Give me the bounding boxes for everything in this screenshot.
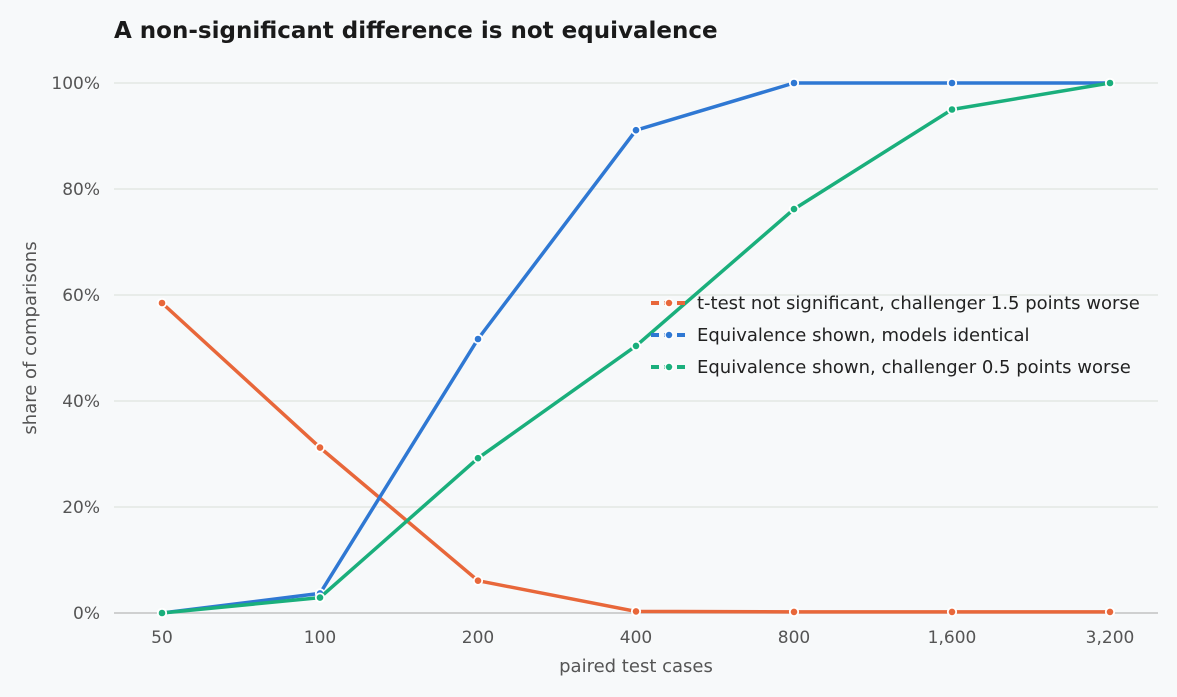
x-tick-label: 50 bbox=[151, 628, 173, 648]
data-point bbox=[156, 297, 168, 309]
x-tick-label: 200 bbox=[462, 628, 494, 648]
y-tick-label: 20% bbox=[62, 498, 100, 518]
data-point bbox=[1104, 606, 1116, 618]
data-point bbox=[788, 77, 800, 89]
data-point bbox=[946, 77, 958, 89]
x-tick-label: 400 bbox=[620, 628, 652, 648]
y-tick-label: 60% bbox=[62, 286, 100, 306]
y-axis-ticks: 0% 20% 40% 60% 80% 100% bbox=[51, 74, 100, 624]
x-axis-ticks: 50 100 200 400 800 1,600 3,200 bbox=[151, 628, 1134, 648]
data-point bbox=[788, 204, 800, 215]
y-axis-label: share of comparisons bbox=[20, 241, 41, 434]
data-point bbox=[472, 575, 484, 586]
legend-label: Equivalence shown, challenger 0.5 points… bbox=[697, 357, 1131, 378]
data-point bbox=[472, 333, 484, 345]
data-point bbox=[630, 340, 642, 351]
legend-item: Equivalence shown, models identical bbox=[651, 325, 1029, 346]
gridlines bbox=[114, 82, 1158, 508]
x-tick-label: 1,600 bbox=[928, 628, 977, 648]
legend-item: Equivalence shown, challenger 0.5 points… bbox=[651, 357, 1131, 378]
data-point bbox=[946, 104, 958, 115]
legend: t-test not significant, challenger 1.5 p… bbox=[651, 293, 1140, 378]
y-tick-label: 0% bbox=[73, 604, 100, 624]
legend-marker bbox=[664, 362, 674, 372]
data-point bbox=[472, 453, 484, 464]
legend-marker bbox=[664, 330, 674, 340]
data-point bbox=[314, 442, 326, 453]
series-lines bbox=[156, 77, 1116, 619]
x-tick-label: 800 bbox=[778, 628, 810, 648]
y-tick-label: 40% bbox=[62, 392, 100, 412]
data-point bbox=[630, 606, 642, 617]
x-tick-label: 100 bbox=[304, 628, 336, 648]
data-point bbox=[946, 606, 958, 618]
data-point bbox=[156, 607, 168, 619]
data-point bbox=[314, 592, 326, 603]
data-point bbox=[1104, 77, 1116, 89]
x-axis-label: paired test cases bbox=[559, 656, 713, 677]
legend-marker bbox=[664, 298, 674, 308]
y-tick-label: 80% bbox=[62, 180, 100, 200]
legend-label: Equivalence shown, models identical bbox=[697, 325, 1029, 346]
data-point bbox=[788, 606, 800, 618]
legend-item: t-test not significant, challenger 1.5 p… bbox=[651, 293, 1140, 314]
x-tick-label: 3,200 bbox=[1086, 628, 1135, 648]
legend-label: t-test not significant, challenger 1.5 p… bbox=[697, 293, 1140, 314]
data-point bbox=[630, 125, 642, 136]
y-tick-label: 100% bbox=[51, 74, 100, 94]
chart-title: A non-significant difference is not equi… bbox=[114, 18, 718, 44]
